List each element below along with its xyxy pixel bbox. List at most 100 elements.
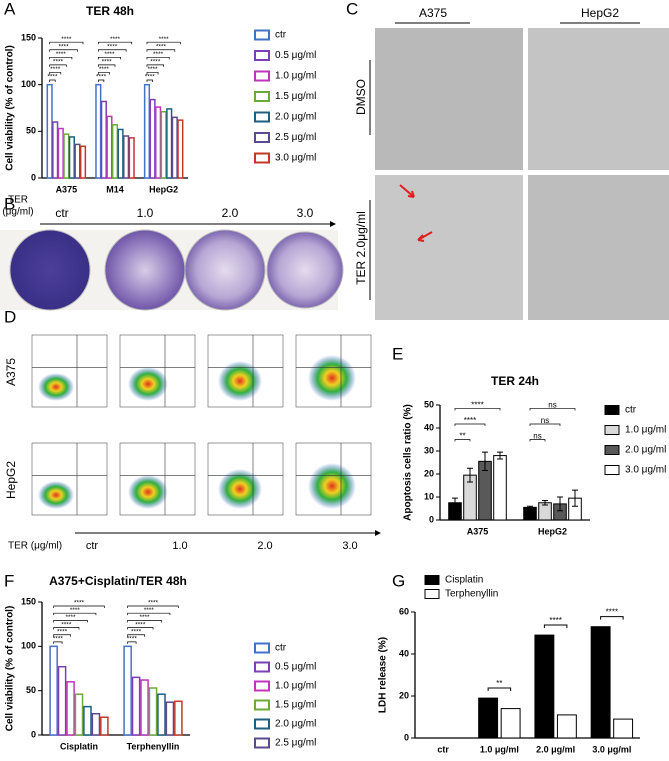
bar: [160, 110, 167, 179]
y-tick-label: 150: [21, 596, 36, 606]
legend-swatch: [424, 589, 440, 599]
significance-bracket: [127, 634, 145, 637]
error-bar: [452, 497, 458, 508]
arrow-head: [375, 530, 381, 536]
error-bar: [482, 451, 488, 472]
panel-label: G: [392, 571, 405, 590]
chart-title: TER 48h: [86, 4, 134, 18]
bar: [157, 693, 166, 736]
significance-label: ****: [50, 66, 61, 73]
legend-swatch: [604, 445, 620, 455]
bar: [177, 119, 184, 179]
chart-title: TER 24h: [491, 374, 539, 388]
flow-cloud: [218, 361, 262, 401]
y-axis-label: LDH release (%): [378, 637, 389, 713]
bar: [95, 83, 102, 179]
well: [104, 229, 186, 311]
bar: [166, 108, 173, 179]
flow-cloud: [38, 373, 74, 401]
significance-bracket: [146, 49, 176, 52]
legend-swatch: [254, 29, 270, 41]
bar: [91, 712, 101, 736]
dose-label: 1.0: [172, 540, 187, 552]
legend-swatch: [604, 425, 620, 435]
significance-label: **: [496, 679, 502, 688]
x-tick-label: A375: [467, 526, 489, 536]
significance-label: ****: [156, 43, 167, 50]
significance-bracket: [53, 627, 80, 630]
column-label: HepG2: [581, 6, 619, 20]
panel-label: A: [4, 0, 16, 18]
well: [266, 231, 344, 309]
significance-bracket: [97, 72, 110, 75]
significance-bracket: [146, 64, 165, 67]
significance-bracket: [97, 79, 105, 82]
significance-bracket: [529, 408, 576, 411]
bar: [100, 100, 107, 179]
y-tick-label: 20: [424, 468, 434, 478]
legend-label: 2.5 μg/ml: [275, 132, 316, 143]
chart: LDH release (%) 0 20 40 60 ctr 1.0 μg/ml 2.0 μg…: [378, 575, 640, 754]
significance-label: ****: [56, 51, 67, 58]
significance-bracket: [146, 41, 181, 45]
bar: [534, 634, 555, 739]
bar: [149, 98, 156, 179]
arrow: [417, 231, 433, 242]
legend-label: ctr: [275, 643, 287, 654]
axis-label: (μg/ml): [2, 207, 33, 218]
significance-label: ****: [47, 74, 58, 81]
significance-label: ****: [150, 59, 161, 66]
bar: [100, 716, 109, 736]
significance-label: ****: [102, 59, 113, 66]
significance-label: ****: [127, 636, 138, 643]
significance-bracket: [97, 49, 127, 52]
significance-bracket: [454, 423, 486, 426]
x-tick-label: 2.0 μg/ml: [536, 744, 575, 754]
bar: [66, 681, 75, 736]
legend-swatch: [254, 50, 270, 61]
significance-bracket: [127, 641, 137, 644]
significance-label: **: [459, 432, 465, 441]
panel-label: D: [4, 307, 16, 326]
well: [9, 229, 91, 311]
legend-label: 3.0 μg/ml: [275, 153, 316, 164]
y-tick-label: 0: [31, 729, 36, 739]
well: [184, 229, 266, 311]
significance-bracket: [53, 620, 88, 623]
arrow: [399, 184, 415, 198]
bar: [174, 700, 183, 736]
legend-label: ctr: [275, 30, 287, 41]
significance-label: ns: [533, 432, 541, 441]
bar: [165, 701, 175, 736]
axis-label: TER (μg/ml): [8, 541, 62, 552]
significance-label: ****: [159, 36, 170, 43]
significance-label: ****: [110, 36, 121, 43]
dose-label: 2.0: [257, 540, 272, 552]
micrograph: [375, 28, 523, 170]
bar: [74, 143, 81, 179]
chart: TER 48h Cell viability (% of control) 0 50 1…: [5, 4, 317, 194]
significance-label: ****: [58, 43, 69, 50]
significance-bracket: [127, 612, 171, 616]
bar: [57, 665, 67, 736]
legend-label: 2.0 μg/ml: [625, 445, 666, 456]
y-tick-label: 50: [26, 126, 36, 136]
significance-label: ****: [147, 66, 158, 73]
dose-label: 3.0: [297, 206, 314, 220]
significance-bracket: [127, 627, 154, 630]
bar: [74, 693, 84, 736]
significance-bracket: [127, 620, 162, 623]
significance-label: ****: [107, 43, 118, 50]
significance-bracket: [49, 49, 78, 52]
chart: A375+Cisplatin/TER 48h Cell viability (% …: [5, 574, 316, 761]
dose-label: ctr: [55, 206, 68, 220]
significance-label: ns: [548, 401, 556, 410]
y-tick-label: 20: [399, 690, 409, 700]
x-tick-label: M14: [106, 184, 124, 194]
y-tick-label: 0: [404, 732, 409, 742]
significance-label: ****: [471, 401, 483, 410]
bar: [123, 135, 130, 179]
panel-label: F: [4, 571, 14, 590]
significance-bracket: [97, 41, 133, 45]
bar: [131, 676, 141, 736]
